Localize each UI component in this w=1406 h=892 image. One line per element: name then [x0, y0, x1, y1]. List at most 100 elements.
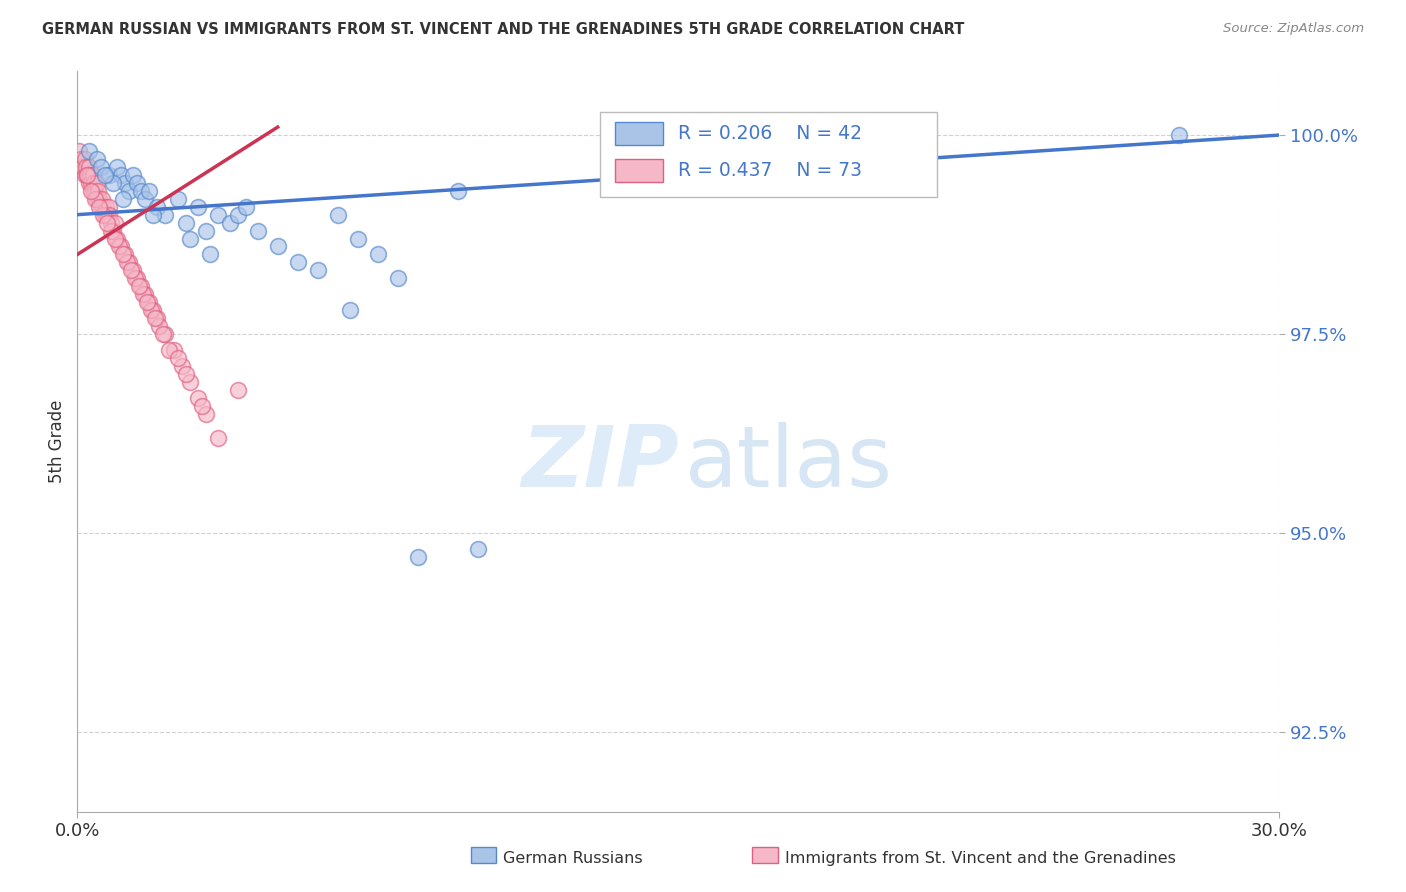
Point — [96, 216, 118, 230]
Text: ZIP: ZIP — [520, 422, 679, 505]
Point — [246, 223, 269, 237]
Point — [198, 247, 221, 261]
Point — [100, 223, 122, 237]
Point — [89, 200, 111, 214]
Text: German Russians: German Russians — [503, 851, 643, 865]
Text: R = 0.437    N = 73: R = 0.437 N = 73 — [679, 161, 862, 180]
Point — [100, 216, 122, 230]
Point — [218, 216, 240, 230]
Point — [114, 247, 136, 261]
Point — [367, 247, 389, 261]
Point — [79, 144, 101, 158]
Point — [155, 208, 177, 222]
Point — [79, 168, 101, 182]
Point — [70, 152, 93, 166]
Y-axis label: 5th Grade: 5th Grade — [48, 400, 66, 483]
Point — [307, 263, 329, 277]
Point — [174, 216, 197, 230]
Point — [103, 223, 125, 237]
Point — [110, 239, 132, 253]
Text: R = 0.206    N = 42: R = 0.206 N = 42 — [679, 124, 862, 143]
Point — [75, 160, 97, 174]
Point — [170, 359, 193, 373]
Point — [194, 223, 217, 237]
Point — [104, 216, 127, 230]
Point — [118, 184, 141, 198]
Point — [122, 168, 145, 182]
Point — [73, 152, 96, 166]
Point — [98, 168, 121, 182]
Point — [90, 200, 112, 214]
Point — [141, 303, 163, 318]
Point — [138, 295, 160, 310]
FancyBboxPatch shape — [600, 112, 936, 197]
Point — [112, 247, 135, 261]
Point — [127, 271, 149, 285]
Point — [86, 152, 108, 166]
Point — [174, 367, 197, 381]
Point — [72, 160, 94, 174]
Point — [194, 407, 217, 421]
Point — [107, 231, 129, 245]
Point — [226, 383, 249, 397]
Point — [80, 184, 103, 198]
Point — [86, 176, 108, 190]
Point — [76, 168, 98, 182]
Point — [152, 327, 174, 342]
Point — [162, 343, 184, 357]
Point — [94, 208, 117, 222]
Point — [159, 343, 181, 357]
Point — [93, 200, 115, 214]
Point — [91, 192, 114, 206]
Point — [82, 168, 104, 182]
Point — [120, 263, 142, 277]
Point — [467, 541, 489, 556]
Point — [166, 192, 188, 206]
Point — [134, 192, 156, 206]
Point — [207, 208, 229, 222]
Text: Source: ZipAtlas.com: Source: ZipAtlas.com — [1223, 22, 1364, 36]
Point — [326, 208, 349, 222]
Point — [98, 208, 121, 222]
Point — [114, 176, 136, 190]
Point — [122, 263, 145, 277]
Text: Immigrants from St. Vincent and the Grenadines: Immigrants from St. Vincent and the Gren… — [785, 851, 1175, 865]
Point — [86, 192, 108, 206]
Point — [93, 208, 115, 222]
Point — [117, 255, 139, 269]
Point — [84, 184, 107, 198]
Point — [155, 327, 177, 342]
Point — [87, 184, 110, 198]
Point — [179, 375, 201, 389]
Point — [186, 391, 209, 405]
Point — [76, 168, 98, 182]
Point — [97, 200, 120, 214]
Point — [103, 176, 125, 190]
Point — [75, 168, 97, 182]
Point — [82, 184, 104, 198]
Point — [226, 208, 249, 222]
Point — [235, 200, 257, 214]
Point — [96, 208, 118, 222]
Point — [84, 192, 107, 206]
Point — [107, 160, 129, 174]
Point — [89, 192, 111, 206]
Point — [406, 549, 429, 564]
Point — [287, 255, 309, 269]
Point — [207, 431, 229, 445]
Point — [146, 311, 169, 326]
Point — [104, 231, 127, 245]
Point — [447, 184, 470, 198]
Point — [138, 184, 160, 198]
Point — [83, 176, 105, 190]
FancyBboxPatch shape — [614, 121, 662, 145]
Point — [132, 287, 155, 301]
Point — [124, 271, 146, 285]
Point — [127, 176, 149, 190]
Point — [79, 176, 101, 190]
Point — [179, 231, 201, 245]
Point — [128, 279, 150, 293]
Point — [118, 255, 141, 269]
Point — [96, 200, 118, 214]
Point — [131, 184, 153, 198]
